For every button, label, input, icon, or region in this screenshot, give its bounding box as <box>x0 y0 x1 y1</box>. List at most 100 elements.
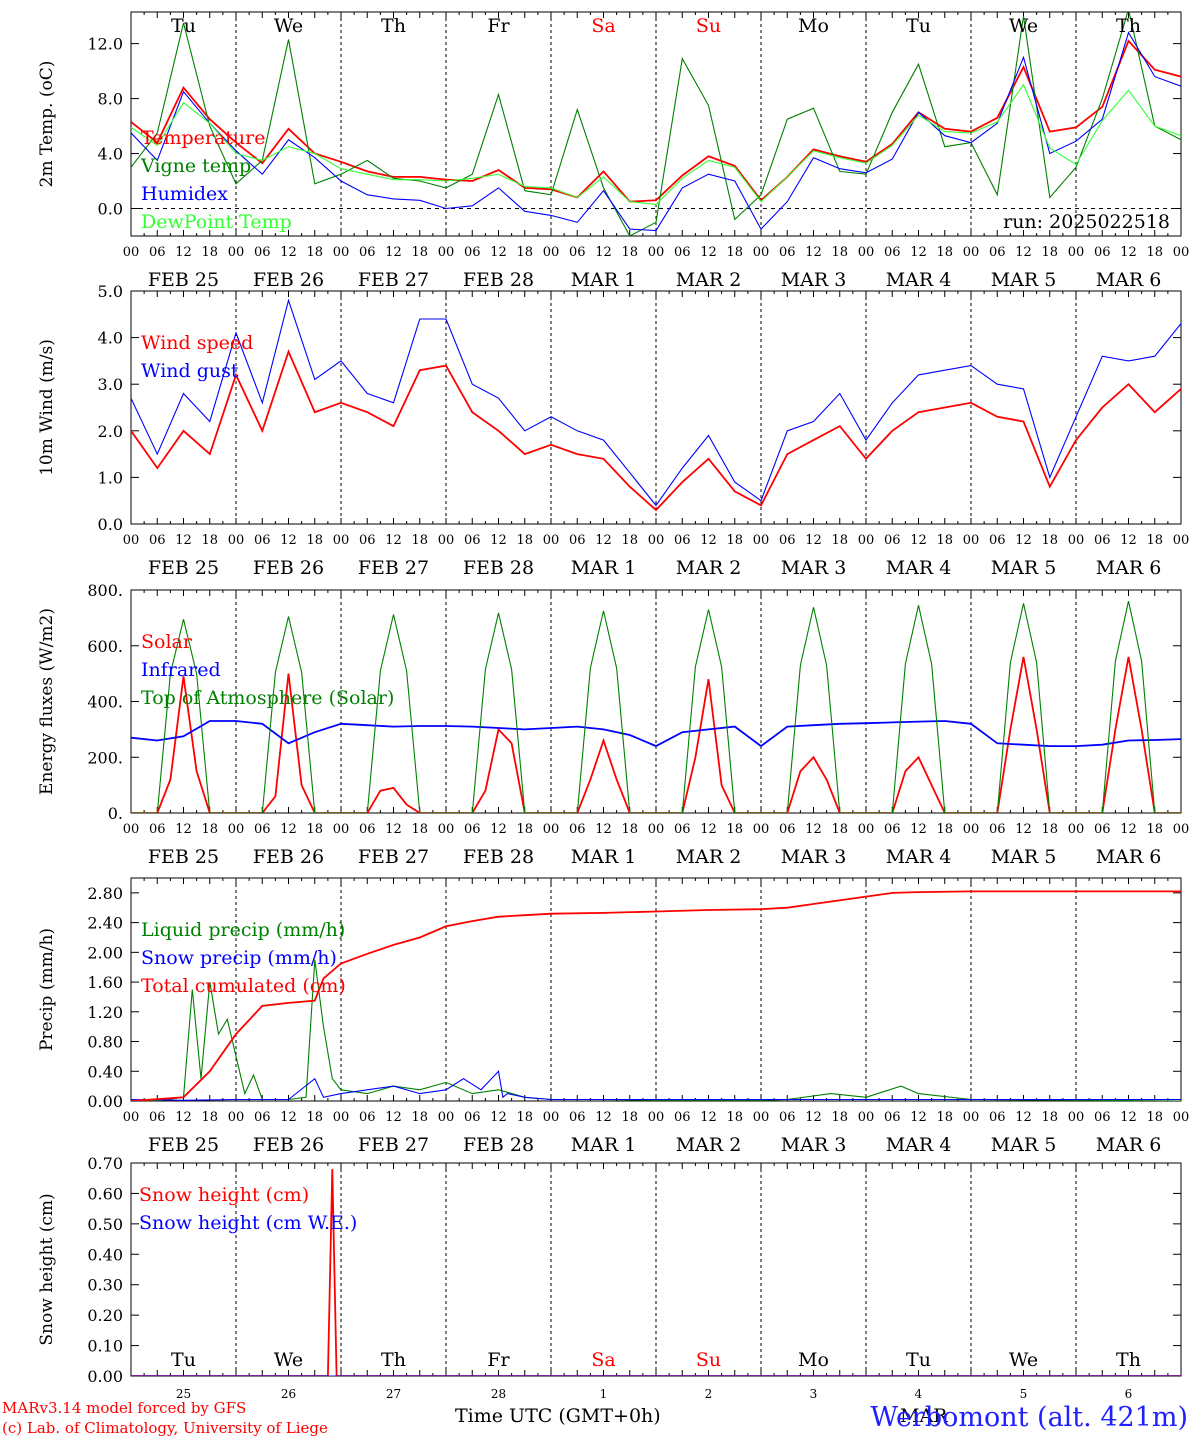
hour-tick-label: 00 <box>1173 245 1190 260</box>
date-label: FEB 28 <box>463 846 534 868</box>
hour-tick-label: 12 <box>490 1110 507 1125</box>
series-line <box>131 83 1181 205</box>
hour-tick-label: 18 <box>411 245 428 260</box>
weekday-label: Th <box>381 15 406 37</box>
date-label: MAR 3 <box>781 557 847 579</box>
legend-entry: Infrared <box>141 659 221 681</box>
y-tick-label: 400. <box>87 693 123 712</box>
day-number-label: 1 <box>600 1387 608 1401</box>
hour-tick-label: 12 <box>175 533 192 548</box>
date-label: FEB 28 <box>463 269 534 291</box>
panel-3: 0. 200. 400. 600. 800. Energy fluxes (W/m2) So… <box>37 581 1189 868</box>
hour-tick-label: 06 <box>149 245 166 260</box>
hour-tick-label: 06 <box>779 1110 796 1125</box>
y-tick-label: 1.20 <box>87 1003 123 1022</box>
y-axis-label: Energy fluxes (W/m2) <box>37 608 57 795</box>
weekday-label: Fr <box>487 1349 510 1371</box>
hour-tick-label: 00 <box>123 822 140 837</box>
hour-tick-label: 12 <box>700 245 717 260</box>
hour-tick-label: 18 <box>621 822 638 837</box>
hour-tick-label: 00 <box>438 245 455 260</box>
hour-tick-label: 18 <box>516 533 533 548</box>
y-tick-label: 0.80 <box>87 1033 123 1052</box>
date-label: FEB 26 <box>253 1134 324 1156</box>
y-axis-label: 10m Wind (m/s) <box>37 339 57 476</box>
hour-tick-label: 00 <box>438 1110 455 1125</box>
hour-tick-label: 18 <box>726 245 743 260</box>
hour-tick-label: 00 <box>858 822 875 837</box>
hour-tick-label: 06 <box>254 1110 271 1125</box>
weekday-label: Tu <box>171 1349 196 1371</box>
hour-tick-label: 00 <box>648 533 665 548</box>
hour-tick-label: 06 <box>779 533 796 548</box>
hour-tick-label: 12 <box>280 245 297 260</box>
hour-tick-label: 06 <box>674 1110 691 1125</box>
hour-tick-label: 06 <box>779 245 796 260</box>
hour-tick-label: 18 <box>621 533 638 548</box>
hour-tick-label: 18 <box>726 1110 743 1125</box>
panel-1: 0.0 4.0 8.0 12.0 2m Temp. (oC) Temperature Vig… <box>37 11 1190 291</box>
hour-tick-label: 06 <box>254 822 271 837</box>
hour-tick-label: 18 <box>201 822 218 837</box>
hour-tick-label: 06 <box>464 822 481 837</box>
hour-tick-label: 00 <box>1173 533 1190 548</box>
hour-tick-label: 18 <box>516 1110 533 1125</box>
y-tick-label: 0.30 <box>87 1276 123 1295</box>
legend-entry: Snow height (cm W.E.) <box>139 1212 357 1234</box>
date-label: MAR 1 <box>571 557 637 579</box>
hour-tick-label: 00 <box>123 1110 140 1125</box>
y-tick-label: 2.00 <box>87 943 123 962</box>
hour-tick-label: 00 <box>333 822 350 837</box>
hour-tick-label: 06 <box>674 822 691 837</box>
hour-tick-label: 06 <box>884 533 901 548</box>
hour-tick-label: 12 <box>175 245 192 260</box>
day-number-label: 5 <box>1020 1387 1028 1401</box>
y-tick-label: 800. <box>87 581 123 600</box>
hour-tick-label: 00 <box>963 822 980 837</box>
panel-5: 0.00 0.10 0.20 0.30 0.40 0.50 0.60 0.70 Snow hei… <box>37 1154 1182 1401</box>
hour-tick-label: 00 <box>858 533 875 548</box>
hour-tick-label: 06 <box>359 533 376 548</box>
hour-tick-label: 18 <box>1146 822 1163 837</box>
series-line <box>131 656 1181 813</box>
hour-tick-label: 18 <box>726 822 743 837</box>
date-label: FEB 27 <box>358 1134 429 1156</box>
hour-tick-label: 18 <box>201 245 218 260</box>
weekday-label: Su <box>696 15 721 37</box>
series-line <box>131 1070 1181 1101</box>
series-line <box>131 298 1181 507</box>
hour-tick-label: 18 <box>411 1110 428 1125</box>
y-tick-label: 200. <box>87 748 123 767</box>
month-label: MAR <box>900 1405 948 1427</box>
hour-tick-label: 00 <box>753 245 770 260</box>
y-tick-label: 0.40 <box>87 1245 123 1264</box>
y-tick-label: 0.00 <box>87 1092 123 1111</box>
hour-tick-label: 12 <box>595 822 612 837</box>
weekday-label: We <box>274 1349 303 1371</box>
hour-tick-label: 00 <box>1068 822 1085 837</box>
hour-tick-label: 18 <box>1146 245 1163 260</box>
station-name: Werbomont (alt. 421m) <box>870 1402 1188 1433</box>
weekday-label: Tu <box>906 1349 931 1371</box>
day-number-label: 28 <box>491 1387 506 1401</box>
hour-tick-label: 00 <box>228 533 245 548</box>
hour-tick-label: 18 <box>1041 533 1058 548</box>
hour-tick-label: 12 <box>595 533 612 548</box>
hour-tick-label: 00 <box>228 1110 245 1125</box>
hour-tick-label: 12 <box>910 1110 927 1125</box>
hour-tick-label: 06 <box>149 1110 166 1125</box>
date-label: FEB 26 <box>253 269 324 291</box>
weekday-label: Th <box>1116 15 1141 37</box>
hour-tick-label: 06 <box>989 822 1006 837</box>
hour-tick-label: 18 <box>306 245 323 260</box>
y-tick-label: 0.60 <box>87 1184 123 1203</box>
weekday-label: Mo <box>798 15 829 37</box>
hour-tick-label: 00 <box>858 245 875 260</box>
date-label: MAR 6 <box>1096 269 1162 291</box>
legend-entry: Solar <box>141 631 193 653</box>
date-label: MAR 4 <box>886 269 952 291</box>
hour-tick-label: 18 <box>1041 822 1058 837</box>
hour-tick-label: 00 <box>438 533 455 548</box>
weekday-label: Tu <box>171 15 196 37</box>
hour-tick-label: 06 <box>359 245 376 260</box>
